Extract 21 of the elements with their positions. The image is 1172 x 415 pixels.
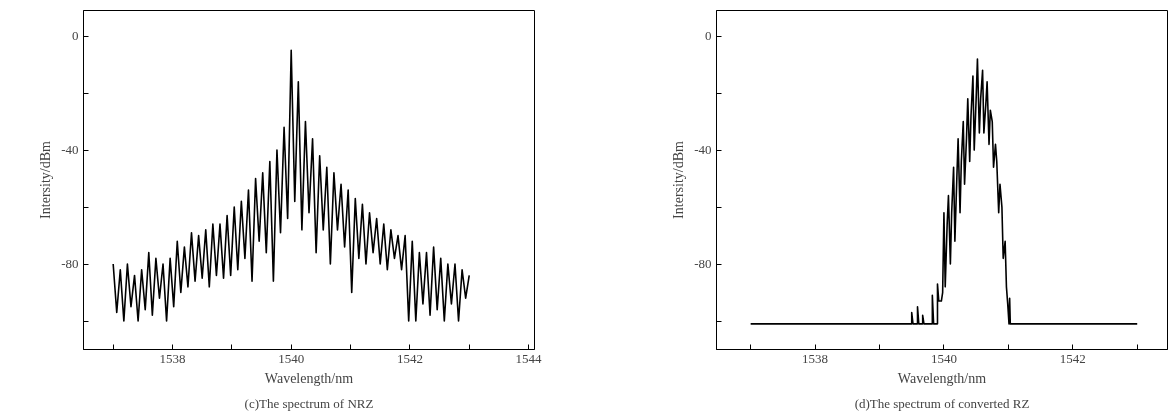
x-tick-label: 1538 xyxy=(802,350,829,366)
x-tick-label: 1544 xyxy=(515,350,543,366)
text: (d)The spectrum of converted RZ xyxy=(854,395,1030,411)
y-tick-label: 0 xyxy=(72,28,79,44)
y-tick-label: -80 xyxy=(61,256,79,272)
y-axis-title: Intersity/dBm xyxy=(38,141,54,219)
line-series xyxy=(112,49,471,322)
text: (c)The spectrum of NRZ xyxy=(244,395,374,411)
x-tick-label: 1540 xyxy=(930,350,957,366)
x-tick-label: 1542 xyxy=(396,350,423,366)
y-tick-label: -40 xyxy=(694,142,712,158)
x-tick-label: 1540 xyxy=(278,350,305,366)
x-axis-title: Wavelength/nm xyxy=(897,370,987,386)
x-axis-title: Wavelength/nm xyxy=(264,370,354,386)
y-tick-label: 0 xyxy=(705,28,712,44)
line-series xyxy=(749,58,1139,325)
y-tick-label: -80 xyxy=(694,256,712,272)
x-tick-label: 1538 xyxy=(159,350,186,366)
y-tick-label: -40 xyxy=(61,142,79,158)
y-axis-title: Intersity/dBm xyxy=(671,141,687,219)
x-tick-label: 1542 xyxy=(1059,350,1086,366)
